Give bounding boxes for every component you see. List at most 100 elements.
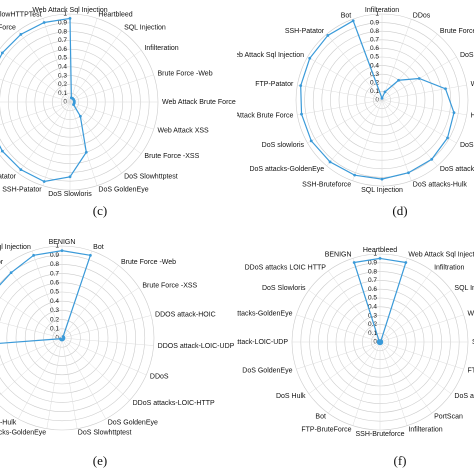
- grid-ring: [0, 254, 146, 422]
- radar-point: [88, 253, 92, 257]
- category-label: SQL Injection: [454, 285, 474, 292]
- caption: (f): [394, 453, 407, 468]
- category-label: FTP-Patator: [467, 367, 474, 374]
- radar-point: [19, 168, 23, 172]
- radar-point: [380, 177, 384, 181]
- spoke: [5, 265, 63, 339]
- spoke: [379, 341, 464, 370]
- category-label: Heartbleed: [471, 112, 474, 119]
- spoke: [61, 337, 154, 346]
- category-label: DDoS attacks-LOIC-HTTP: [133, 400, 215, 407]
- r-tick-label: 0.9: [58, 20, 67, 27]
- r-tick-label: 0.1: [58, 90, 67, 97]
- category-label: DDOS attack-HOIC: [155, 311, 216, 318]
- radar-point: [78, 114, 82, 118]
- r-tick-label: 0.7: [58, 37, 67, 44]
- r-tick-label: 1: [63, 11, 67, 18]
- category-label: Heartbleed: [363, 247, 397, 254]
- radar-point: [452, 111, 456, 115]
- radar-point: [300, 112, 303, 116]
- spoke: [308, 341, 381, 394]
- category-label: Web Attack Brute Force: [162, 99, 236, 106]
- spoke: [381, 99, 467, 116]
- radar-point: [446, 136, 449, 140]
- spoke: [69, 74, 154, 103]
- r-tick-label: 0.4: [368, 304, 377, 311]
- r-tick-label: 0.7: [368, 277, 377, 284]
- radar-point: [68, 17, 72, 20]
- caption: (e): [93, 453, 107, 468]
- r-tick-label: 0.1: [368, 330, 377, 337]
- spoke: [0, 297, 63, 339]
- caption: (c): [93, 203, 107, 218]
- spoke: [381, 33, 438, 101]
- spoke: [381, 19, 412, 101]
- category-label: DoS slowloris: [262, 142, 305, 149]
- category-label: DoS attacks-GoldenEye: [0, 430, 46, 437]
- category-label: Brute Force -XSS: [440, 28, 474, 35]
- category-label: Infilteration: [144, 45, 178, 52]
- spoke: [307, 99, 383, 144]
- spoke: [0, 78, 71, 103]
- r-tick-label: 0.6: [368, 286, 377, 293]
- category-label: DoS attacks-SlowHTTPTest: [454, 393, 474, 400]
- category-label: Brute Force -XSS: [144, 153, 199, 160]
- spoke: [381, 84, 467, 101]
- spoke: [381, 99, 457, 144]
- r-tick-label: 0.2: [50, 316, 59, 323]
- category-label: Web Attack Sql Injection: [32, 7, 107, 14]
- spoke: [296, 341, 381, 370]
- radar-point: [383, 90, 387, 94]
- r-tick-label: 0.8: [50, 261, 59, 268]
- r-tick-label: 0.5: [58, 55, 67, 62]
- category-label: DDos: [413, 12, 431, 19]
- category-label: FTP-Patator: [255, 81, 294, 88]
- spoke: [381, 99, 412, 181]
- category-label: FTP-BruteForce: [0, 24, 16, 31]
- spoke: [61, 265, 119, 339]
- spoke: [0, 322, 63, 339]
- category-label: DoS Hulk: [276, 393, 306, 400]
- grid-ring: [0, 264, 136, 412]
- category-label: Bot: [315, 413, 326, 420]
- category-label: DoS GoldenEye: [242, 367, 292, 374]
- radar-point: [72, 103, 75, 106]
- r-tick-label: 1: [375, 11, 379, 18]
- spoke: [17, 337, 63, 420]
- r-tick-label: 0.3: [368, 312, 377, 319]
- r-tick-label: 0: [375, 97, 379, 104]
- radar-point: [430, 157, 434, 161]
- category-label: DDoS attacks-GoldenEye: [213, 310, 293, 317]
- category-label: DoS GoldenEye: [108, 419, 158, 426]
- radar-point: [352, 261, 356, 264]
- radar-point: [84, 150, 88, 154]
- spoke: [379, 341, 408, 426]
- r-tick-label: 1: [373, 251, 377, 258]
- spoke: [0, 101, 71, 126]
- spoke: [0, 101, 71, 154]
- spoke: [326, 99, 383, 167]
- category-label: DoS GoldenEye: [98, 186, 148, 193]
- spoke: [61, 315, 152, 339]
- spoke: [61, 337, 107, 420]
- r-tick-label: 0.6: [370, 45, 379, 52]
- radar-point: [378, 257, 382, 260]
- spoke: [307, 56, 383, 101]
- category-label: DoS Slowloris: [262, 285, 306, 292]
- spoke: [352, 99, 383, 181]
- category-label: SSH-Bruteforce: [302, 181, 351, 188]
- radar-point: [328, 160, 332, 164]
- radar-point: [404, 261, 408, 264]
- spoke: [18, 30, 71, 103]
- category-label: DDoS: [150, 373, 169, 380]
- r-tick-label: 0.2: [58, 81, 67, 88]
- radar-point: [326, 34, 330, 37]
- category-label: Heartbleed: [98, 11, 132, 18]
- radar-point: [19, 32, 23, 36]
- category-label: DoS attacks-Hulk: [413, 181, 468, 188]
- radar-point: [309, 139, 313, 143]
- category-label: Web Attack XSS: [157, 127, 209, 134]
- radar-point: [0, 51, 4, 55]
